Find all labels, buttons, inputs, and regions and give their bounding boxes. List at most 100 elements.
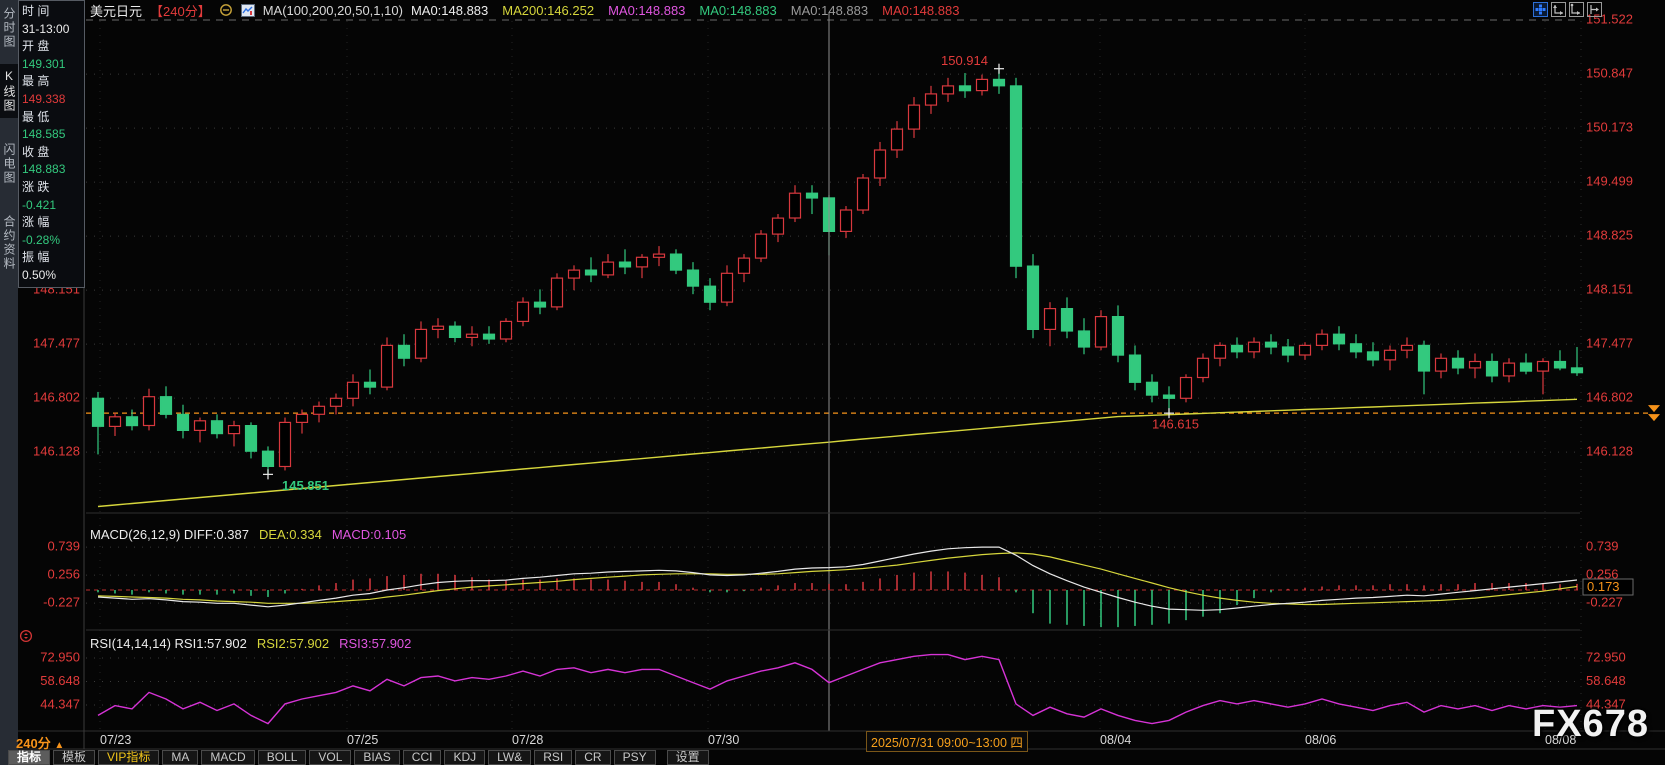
svg-text:0.256: 0.256 bbox=[47, 567, 80, 582]
time-axis-label: 08/04 bbox=[1100, 733, 1132, 747]
macd-value-label: MACD:0.105 bbox=[331, 527, 407, 542]
svg-text:146.128: 146.128 bbox=[33, 444, 80, 459]
macd-dea-label: DEA:0.334 bbox=[258, 527, 322, 542]
indicator-tab-设置[interactable]: 设置 bbox=[666, 750, 709, 765]
title-bar: 美元日元 【240分】 MA(100,200,20,50,1,10) MA0:1… bbox=[90, 2, 960, 19]
indicator-tab-MACD[interactable]: MACD bbox=[201, 750, 255, 765]
rsi1-label: RSI(14,14,14) RSI1:57.902 bbox=[90, 636, 247, 651]
indicator-tab-MA[interactable]: MA bbox=[162, 750, 199, 765]
macd-params-label: MACD(26,12,9) DIFF:0.387 bbox=[90, 527, 249, 542]
quote-label: 振 幅 bbox=[22, 250, 50, 265]
y-axis-scale-icon[interactable] bbox=[1551, 2, 1566, 17]
quote-value: -0.421 bbox=[22, 197, 57, 212]
svg-text:147.477: 147.477 bbox=[33, 336, 80, 351]
svg-text:0.739: 0.739 bbox=[1586, 539, 1619, 554]
svg-text:150.914: 150.914 bbox=[941, 53, 988, 68]
shift-right-icon[interactable] bbox=[1587, 2, 1602, 17]
period-selector-label: 240分 bbox=[16, 736, 51, 751]
svg-text:146.615: 146.615 bbox=[1152, 417, 1199, 432]
rsi3-label: RSI3:57.902 bbox=[339, 636, 412, 651]
svg-text:148.825: 148.825 bbox=[1586, 228, 1633, 243]
svg-text:149.499: 149.499 bbox=[1586, 174, 1633, 189]
quote-label: 涨 幅 bbox=[22, 215, 50, 230]
quote-label: 开 盘 bbox=[22, 39, 50, 54]
ma-value-label: MA0:148.883 bbox=[699, 2, 777, 18]
quote-value: 31-13:00 bbox=[22, 21, 70, 36]
period-tag: 【240分】 bbox=[150, 3, 211, 19]
indicator-cycle-icon[interactable] bbox=[19, 629, 33, 643]
indicator-tab-VIP指标[interactable]: VIP指标 bbox=[98, 750, 160, 765]
left-tab-strip: 分时图 K线图闪电图合约资料 bbox=[0, 0, 18, 765]
indicator-tab-LW&[interactable]: LW& bbox=[488, 750, 532, 765]
indicator-tab-CCI[interactable]: CCI bbox=[402, 750, 442, 765]
svg-text:148.151: 148.151 bbox=[1586, 282, 1633, 297]
svg-text:151.522: 151.522 bbox=[1586, 11, 1633, 26]
svg-text:146.128: 146.128 bbox=[1586, 444, 1633, 459]
indicator-tab-BOLL[interactable]: BOLL bbox=[257, 750, 307, 765]
quote-label: 最 低 bbox=[22, 109, 50, 124]
ma-value-label: MA200:146.252 bbox=[502, 2, 595, 18]
svg-text:150.847: 150.847 bbox=[1586, 66, 1633, 81]
time-axis-label: 07/30 bbox=[708, 733, 740, 747]
sidebar-tab-2[interactable]: K线图 bbox=[0, 64, 18, 118]
sidebar-tab-4[interactable]: 合约资料 bbox=[2, 215, 16, 271]
indicator-tab-bar: 指标 模板 VIP指标 MA MACD BOLL VOL BIAS CCI KDJ LW& RSI CR… bbox=[8, 750, 709, 765]
svg-text:72.950: 72.950 bbox=[1586, 649, 1626, 664]
quote-value: 0.50% bbox=[22, 267, 57, 282]
quote-row: 涨 跌 -0.421 bbox=[22, 179, 84, 214]
indicator-tab-KDJ[interactable]: KDJ bbox=[444, 750, 486, 765]
symbol-title: 美元日元 bbox=[90, 3, 143, 19]
quote-row: 收 盘 148.883 bbox=[22, 144, 84, 179]
svg-text:145.851: 145.851 bbox=[282, 478, 329, 493]
sidebar-tab-1[interactable]: 分时图 bbox=[2, 7, 16, 49]
indicator-tab-CR[interactable]: CR bbox=[575, 750, 611, 765]
rsi2-label: RSI2:57.902 bbox=[256, 636, 330, 651]
indicator-tab-BIAS[interactable]: BIAS bbox=[354, 750, 400, 765]
quote-info-panel: 时 间 31-13:00 开 盘 149.301 最 高 149.338 最 低 148.58… bbox=[18, 0, 85, 288]
indicator-tab-PSY[interactable]: PSY bbox=[613, 750, 656, 765]
quote-value: 149.301 bbox=[22, 56, 66, 71]
svg-text:58.648: 58.648 bbox=[1586, 673, 1626, 688]
time-axis-label: 08/06 bbox=[1305, 733, 1337, 747]
indicator-tab-VOL[interactable]: VOL bbox=[309, 750, 352, 765]
quote-label: 涨 跌 bbox=[22, 179, 50, 194]
time-axis-label: 07/28 bbox=[512, 733, 544, 747]
macd-header: MACD(26,12,9) DIFF:0.387 DEA:0.334 MACD:… bbox=[90, 527, 406, 542]
quote-value: 148.883 bbox=[22, 162, 66, 177]
period-up-arrow-icon: ▲ bbox=[54, 740, 65, 751]
svg-text:147.477: 147.477 bbox=[1586, 336, 1633, 351]
ma-value-label: MA0:148.883 bbox=[608, 2, 686, 18]
ma-values: MA0:148.883 MA200:146.252 MA0:148.883 MA0:1… bbox=[411, 3, 960, 18]
indicator-tab-RSI[interactable]: RSI bbox=[534, 750, 573, 765]
minus-circle-icon[interactable] bbox=[219, 3, 233, 17]
time-axis-label: 08/08 bbox=[1545, 733, 1577, 747]
time-axis-label: 07/23 bbox=[100, 733, 132, 747]
svg-text:-0.227: -0.227 bbox=[1586, 595, 1623, 610]
svg-text:72.950: 72.950 bbox=[40, 649, 80, 664]
quote-row: 时 间 31-13:00 bbox=[22, 3, 84, 38]
quote-row: 最 低 148.585 bbox=[22, 109, 84, 144]
x-axis-scale-icon[interactable] bbox=[1569, 2, 1584, 17]
svg-text:44.347: 44.347 bbox=[1586, 696, 1626, 711]
svg-text:146.802: 146.802 bbox=[33, 390, 80, 405]
ma-value-label: MA0:148.883 bbox=[882, 2, 960, 18]
svg-text:150.173: 150.173 bbox=[1586, 120, 1633, 135]
quote-label: 收 盘 bbox=[22, 144, 50, 159]
crosshair-grid-icon[interactable] bbox=[1533, 2, 1548, 17]
svg-text:44.347: 44.347 bbox=[40, 696, 80, 711]
indicator-tab-模板[interactable]: 模板 bbox=[53, 750, 96, 765]
svg-text:0.739: 0.739 bbox=[47, 539, 80, 554]
mini-chart-icon[interactable] bbox=[240, 3, 255, 17]
watermark: FX678 bbox=[1532, 703, 1649, 745]
chart-toolbar bbox=[1533, 2, 1602, 17]
ma-value-label: MA0:148.883 bbox=[410, 2, 489, 18]
quote-row: 开 盘 149.301 bbox=[22, 38, 84, 73]
ma-value-label: MA0:148.883 bbox=[790, 2, 869, 18]
sidebar-tab-3[interactable]: 闪电图 bbox=[2, 143, 16, 185]
indicator-tab-指标[interactable]: 指标 bbox=[8, 750, 51, 765]
svg-text:146.802: 146.802 bbox=[1586, 390, 1633, 405]
svg-text:-0.227: -0.227 bbox=[43, 595, 80, 610]
period-selector[interactable]: 240分 ▲ bbox=[16, 733, 64, 752]
quote-row: 涨 幅 -0.28% bbox=[22, 214, 84, 249]
